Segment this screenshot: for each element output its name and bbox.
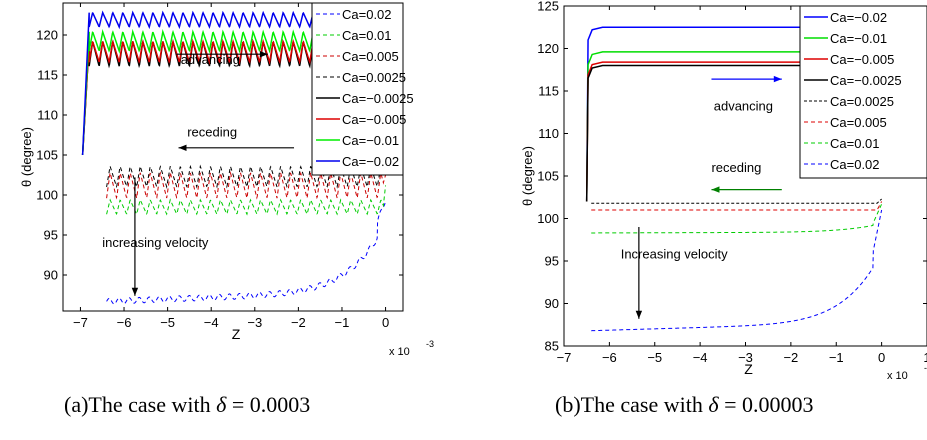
arrow-a-1-head [178, 144, 187, 151]
y-tick-label: 100 [36, 188, 58, 203]
arrow-a-2-head [131, 287, 139, 296]
x-tick-label: −1 [829, 350, 844, 365]
caption-b-prefix: (b)The case with [555, 392, 709, 417]
x-tick-label: 0 [382, 315, 389, 330]
annotation-b-1: receding [711, 160, 761, 175]
x-tick-label: −5 [160, 315, 175, 330]
annotation-a-0: advancing [181, 52, 240, 67]
arrow-a-0-head [259, 51, 268, 58]
x-tick-label: −3 [247, 315, 262, 330]
legend-label: Ca=−0.005 [342, 112, 406, 127]
arrow-b-2-head [635, 310, 643, 319]
caption-b: (b)The case with δ = 0.00003 [555, 392, 813, 418]
arrow-a-0 [176, 51, 268, 58]
arrow-b-0-head [773, 75, 782, 83]
arrow-b-0 [711, 75, 782, 83]
y-axis-label: θ (degree) [19, 127, 34, 187]
caption-a-value: = 0.0003 [226, 392, 311, 417]
legend-label: Ca=0.01 [830, 136, 880, 151]
y-tick-label: 120 [537, 41, 559, 56]
y-tick-label: 85 [545, 339, 559, 354]
y-tick-label: 115 [37, 68, 58, 83]
legend-label: Ca=−0.02 [830, 10, 887, 25]
series-line-b-6 [591, 203, 883, 234]
y-tick-label: 110 [538, 126, 559, 141]
legend-label: Ca=−0.0025 [342, 91, 414, 106]
y-tick-label: 95 [545, 254, 559, 269]
legend-label: Ca=0.0025 [830, 94, 894, 109]
y-tick-label: 110 [37, 108, 58, 123]
x-tick-label: −6 [602, 350, 617, 365]
arrow-a-2 [131, 177, 139, 296]
chart-a: −7 −6 −5 −4 −3 −2 −1 0 90 95 100 105 110 115 120 Zθ (de… [19, 2, 434, 358]
x-tick-label: −2 [291, 315, 306, 330]
series-line-a-3 [106, 164, 386, 189]
x-tick-label: −1 [335, 315, 350, 330]
legend-label: Ca=−0.005 [830, 52, 894, 67]
y-tick-label: 115 [538, 84, 559, 99]
y-tick-label: 95 [44, 228, 58, 243]
arrow-a-1 [178, 144, 295, 151]
legend-label: Ca=−0.01 [830, 31, 887, 46]
x-tick-label: −2 [783, 350, 798, 365]
legend-box [799, 5, 927, 179]
y-tick-label: 105 [537, 169, 559, 184]
x-tick-label: −7 [557, 350, 572, 365]
legend-label: Ca=0.005 [342, 49, 399, 64]
series-group [585, 26, 883, 332]
caption-a: (a)The case with δ = 0.0003 [64, 392, 310, 418]
annotation-b-2: Increasing velocity [621, 246, 728, 261]
x-tick-label: −5 [647, 350, 662, 365]
series-line-b-4 [591, 198, 882, 204]
legend-label: Ca=−0.01 [342, 133, 399, 148]
legend-label: Ca=−0.02 [342, 154, 399, 169]
x-tick-label: −3 [738, 350, 753, 365]
arrow-b-1-head [711, 186, 720, 193]
annotation-b-0: advancing [714, 99, 773, 114]
legend-label: Ca=0.01 [342, 28, 392, 43]
x-exponent: -3 [924, 363, 927, 373]
annotation-a-1: receding [187, 125, 237, 140]
y-tick-label: 125 [537, 0, 559, 14]
y-tick-label: 90 [44, 268, 58, 283]
y-axis-label: θ (degree) [520, 146, 535, 206]
legend-label: Ca=0.005 [830, 115, 887, 130]
caption-a-symbol: δ [216, 392, 227, 417]
y-tick-label: 105 [36, 148, 58, 163]
x-axis-label: Z [744, 361, 753, 377]
series-line-b-7 [591, 209, 883, 332]
x-axis-label: Z [232, 326, 241, 342]
caption-b-symbol: δ [708, 392, 719, 417]
arrow-b-1 [711, 186, 782, 193]
x-tick-label: 1 [923, 350, 927, 365]
x-tick-label: −4 [204, 315, 219, 330]
caption-a-prefix: (a)The case with [64, 392, 217, 417]
x-exponent: -3 [426, 339, 434, 349]
annotation-a-2: increasing velocity [102, 235, 209, 250]
legend-label: Ca=0.0025 [342, 70, 406, 85]
y-tick-label: 90 [545, 296, 559, 311]
x-multiplier: x 10 [887, 370, 908, 382]
x-multiplier: x 10 [389, 346, 410, 358]
x-tick-label: −6 [117, 315, 132, 330]
arrow-b-2 [635, 227, 643, 319]
y-tick-label: 120 [36, 28, 58, 43]
legend-box [311, 2, 404, 176]
chart-b: −7 −6 −5 −4 −3 −2 −1 0 1 85 90 95 100 105 110 115 120 125… [520, 0, 927, 382]
legend-label: Ca=0.02 [342, 7, 392, 22]
x-tick-label: −4 [693, 350, 708, 365]
y-tick-label: 100 [537, 211, 559, 226]
legend-a: Ca=0.02 Ca=0.01 Ca=0.005 Ca=0.0025 Ca=−0.002… [311, 2, 414, 176]
x-tick-label: −7 [73, 315, 88, 330]
series-line-a-0 [106, 201, 387, 305]
x-tick-label: 0 [878, 350, 885, 365]
caption-b-value: = 0.00003 [718, 392, 814, 417]
legend-label: Ca=0.02 [830, 157, 880, 172]
series-line-b-3 [585, 64, 882, 202]
series-line-a-1 [106, 185, 387, 216]
legend-label: Ca=−0.0025 [830, 73, 902, 88]
legend-b: Ca=−0.02 Ca=−0.01 Ca=−0.005 Ca=−0.0025 Ca=0.… [799, 5, 927, 179]
